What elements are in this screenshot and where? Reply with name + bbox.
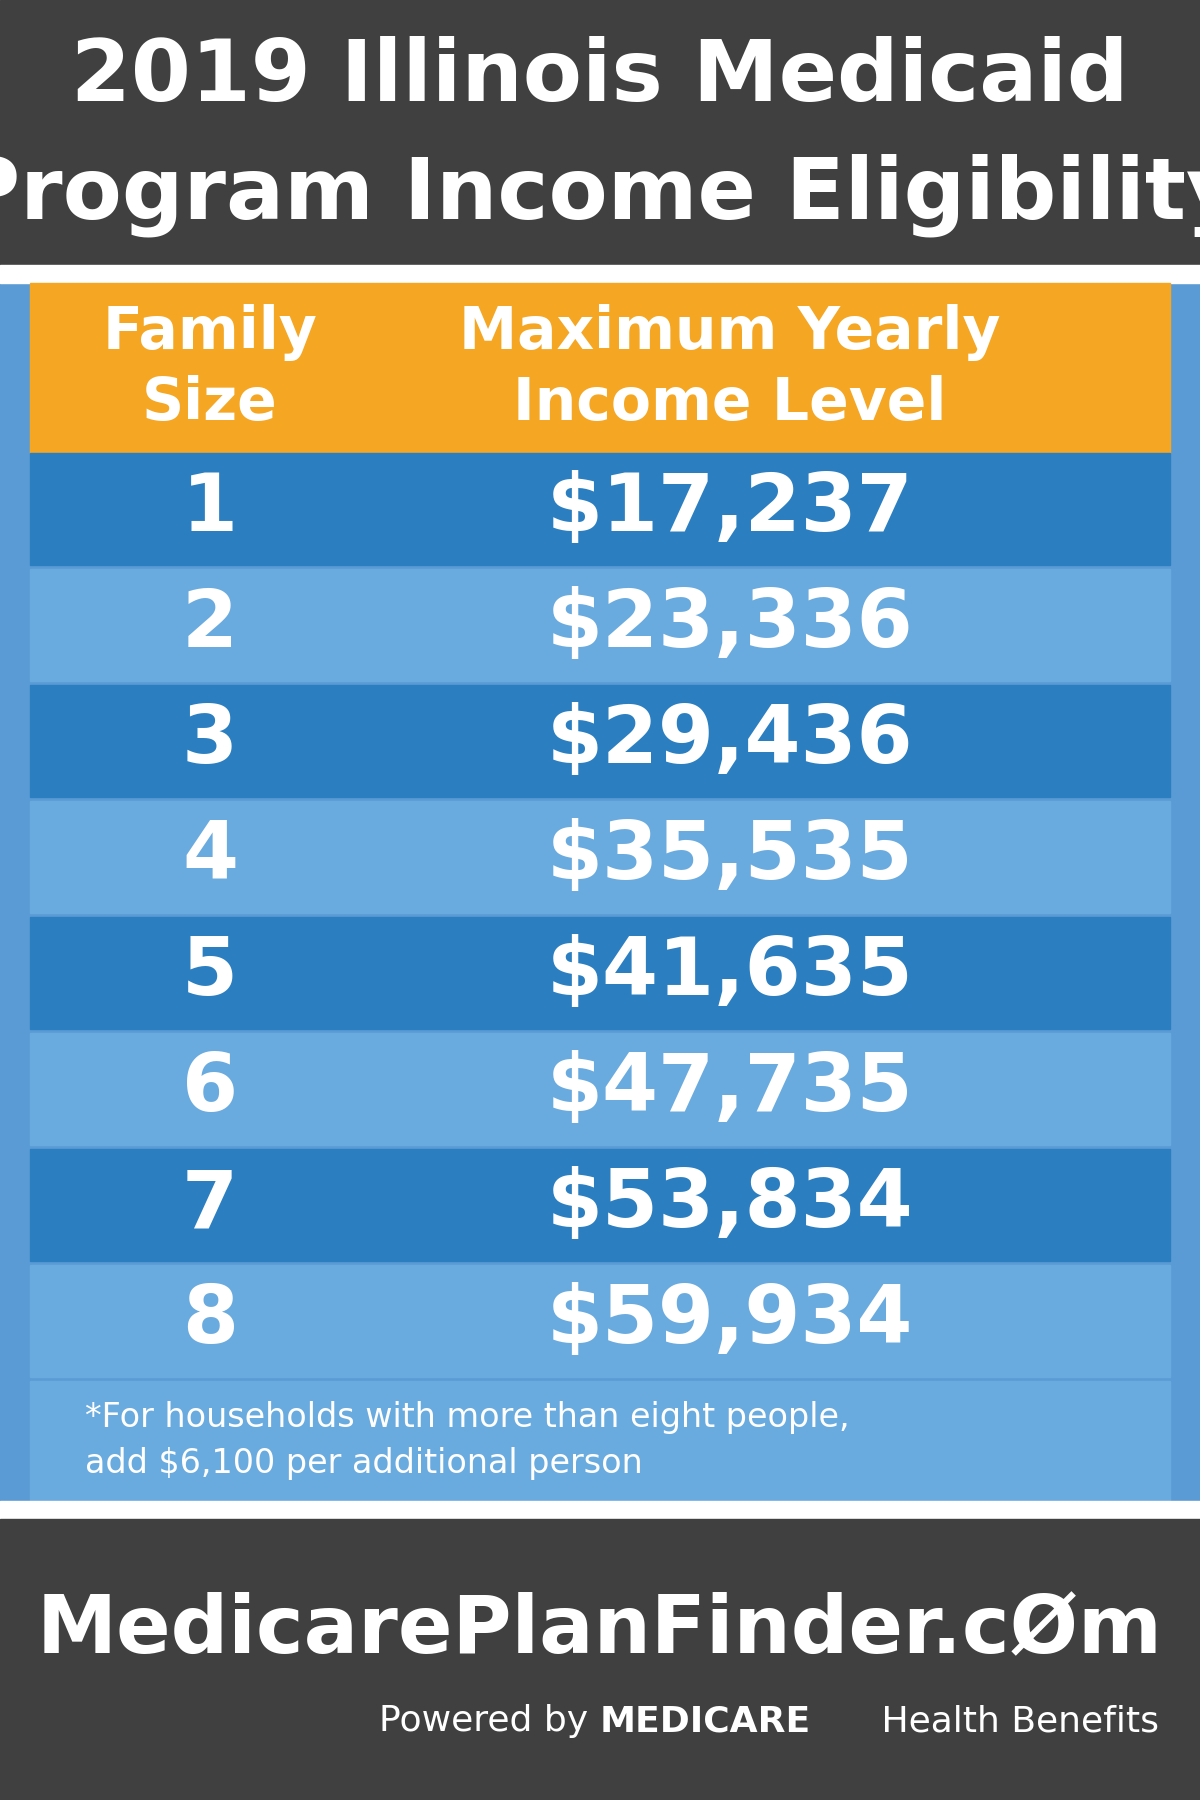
- Bar: [30, 801, 1170, 913]
- Text: 7: 7: [182, 1166, 238, 1244]
- Text: Powered by: Powered by: [379, 1705, 600, 1739]
- Text: 5: 5: [182, 934, 238, 1012]
- Bar: [0, 1501, 1200, 1519]
- Bar: [30, 1033, 1170, 1145]
- Text: $41,635: $41,635: [547, 934, 913, 1012]
- Bar: [30, 454, 1170, 565]
- Bar: [0, 283, 1200, 1501]
- Text: 4: 4: [182, 817, 238, 896]
- Text: 2019 Illinois Medicaid: 2019 Illinois Medicaid: [71, 36, 1129, 119]
- Text: Program Income Eligibility: Program Income Eligibility: [0, 153, 1200, 238]
- Text: Health Benefits: Health Benefits: [870, 1705, 1159, 1739]
- Text: Maximum Yearly
Income Level: Maximum Yearly Income Level: [460, 304, 1001, 432]
- Text: *For households with more than eight people,
add $6,100 per additional person: *For households with more than eight peo…: [85, 1402, 850, 1480]
- Text: 8: 8: [182, 1282, 238, 1361]
- Text: $53,834: $53,834: [547, 1166, 913, 1244]
- Bar: [30, 1148, 1170, 1262]
- Text: Family
Size: Family Size: [103, 304, 317, 432]
- Text: MEDICARE: MEDICARE: [600, 1705, 811, 1739]
- Bar: [0, 0, 1200, 265]
- Bar: [30, 569, 1170, 680]
- Bar: [30, 916, 1170, 1030]
- Bar: [30, 686, 1170, 797]
- Text: 2: 2: [182, 587, 238, 664]
- Bar: [30, 283, 1170, 454]
- Text: 6: 6: [182, 1049, 238, 1129]
- Text: $35,535: $35,535: [547, 817, 913, 896]
- Text: $59,934: $59,934: [547, 1282, 913, 1361]
- Bar: [30, 1265, 1170, 1377]
- Text: 1: 1: [182, 470, 238, 547]
- Bar: [0, 265, 1200, 283]
- Text: $17,237: $17,237: [547, 470, 913, 547]
- Text: $23,336: $23,336: [547, 587, 913, 664]
- Text: 3: 3: [182, 702, 238, 779]
- Text: $29,436: $29,436: [547, 702, 913, 779]
- Text: $47,735: $47,735: [547, 1049, 913, 1129]
- Bar: [30, 1381, 1170, 1501]
- Text: MedicarePlanFinder.cØm: MedicarePlanFinder.cØm: [37, 1593, 1163, 1670]
- Bar: [0, 1519, 1200, 1800]
